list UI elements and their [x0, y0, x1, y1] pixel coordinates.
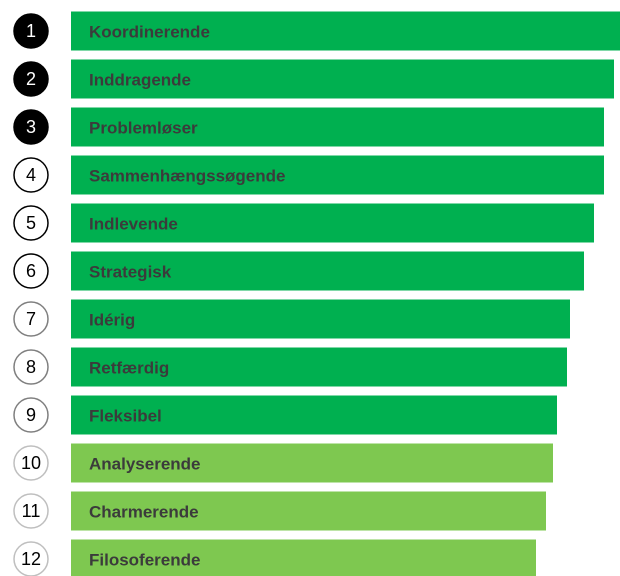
bar-label: Filosoferende [89, 551, 200, 570]
rank-badge [13, 61, 49, 97]
bar-label: Charmerende [89, 503, 199, 522]
bar [71, 347, 567, 387]
bar [71, 59, 614, 99]
rank-badge [13, 109, 49, 145]
bar [71, 251, 584, 291]
bar-label: Indlevende [89, 215, 178, 234]
rank-number: 12 [21, 549, 41, 569]
rank-number: 8 [26, 357, 36, 377]
bar-label: Fleksibel [89, 407, 162, 426]
rank-number: 1 [26, 21, 36, 41]
rank-badge [13, 205, 49, 241]
bar [71, 11, 620, 51]
rank-number: 2 [26, 69, 36, 89]
rank-number: 4 [26, 165, 36, 185]
bar-label: Problemløser [89, 119, 198, 138]
rank-badge [13, 157, 49, 193]
bar-label: Koordinerende [89, 23, 210, 42]
rank-badge [13, 253, 49, 289]
rank-badge [13, 301, 49, 337]
bar-label: Analyserende [89, 455, 201, 474]
bar [71, 155, 604, 195]
bar [71, 299, 570, 339]
rank-badge [13, 541, 49, 576]
bar-label: Sammenhængssøgende [89, 167, 286, 186]
bar-label: Inddragende [89, 71, 191, 90]
bar-label: Retfærdig [89, 359, 169, 378]
rank-badge [13, 397, 49, 433]
rank-number: 11 [22, 501, 41, 521]
bar [71, 395, 557, 435]
rank-number: 7 [26, 309, 36, 329]
rank-number: 9 [26, 405, 36, 425]
rank-number: 10 [21, 453, 41, 473]
rank-badge [13, 493, 49, 529]
rank-badge [13, 445, 49, 481]
rank-number: 6 [26, 261, 36, 281]
bar [71, 107, 604, 147]
bar-label: Strategisk [89, 263, 172, 282]
bar [71, 539, 536, 576]
rank-badge [13, 13, 49, 49]
bar [71, 443, 553, 483]
rank-number: 5 [26, 213, 36, 233]
rank-badge [13, 349, 49, 385]
bar-label: Idérig [89, 311, 135, 330]
rank-number: 3 [26, 117, 36, 137]
bar [71, 491, 546, 531]
bar [71, 203, 594, 243]
